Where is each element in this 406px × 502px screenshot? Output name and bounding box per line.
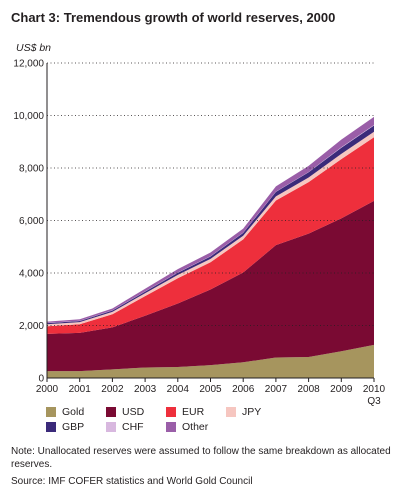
x-tick-label-2002: 2002 <box>101 384 124 395</box>
x-tick-label-2000: 2000 <box>36 384 59 395</box>
x-tick-label-2006: 2006 <box>232 384 255 395</box>
legend-label-eur: EUR <box>182 406 205 418</box>
legend-label-gold: Gold <box>62 406 85 418</box>
legend-item-jpy: JPY <box>226 406 261 418</box>
legend-swatch-gold <box>46 407 56 417</box>
y-tick-label-0: 0 <box>38 374 44 385</box>
x-tick-label-2001: 2001 <box>69 384 92 395</box>
legend-item-gold: Gold <box>46 406 84 418</box>
y-tick-label-2000: 2,000 <box>19 321 44 332</box>
x-tick-label-2010: 2010 <box>363 384 386 395</box>
legend-item-gbp: GBP <box>46 421 84 433</box>
series-area-gold <box>47 344 374 378</box>
legend-label-usd: USD <box>122 406 145 418</box>
x-tick-label-2003: 2003 <box>134 384 157 395</box>
x-tick-label-2004: 2004 <box>167 384 190 395</box>
legend-item-chf: CHF <box>106 421 144 433</box>
x-tick-label-2009: 2009 <box>330 384 353 395</box>
legend-swatch-chf <box>106 422 116 432</box>
y-tick-label-12000: 12,000 <box>13 59 44 70</box>
legend-label-other: Other <box>182 421 209 433</box>
y-tick-label-6000: 6,000 <box>19 216 44 227</box>
chart-note: Note: Unallocated reserves were assumed … <box>11 446 391 470</box>
stacked-area-chart: 0 2,000 4,000 6,000 8,000 10,000 12,000 2000 200… <box>13 59 386 408</box>
legend-swatch-gbp <box>46 422 56 432</box>
x-tick-label-2005: 2005 <box>199 384 222 395</box>
series-area-usd <box>47 200 374 372</box>
legend-label-jpy: JPY <box>242 406 262 418</box>
legend-swatch-other <box>166 422 176 432</box>
x-tick-label-2007: 2007 <box>265 384 288 395</box>
y-tick-label-4000: 4,000 <box>19 269 44 280</box>
chart-source: Source: IMF COFER statistics and World G… <box>11 476 253 487</box>
y-tick-label-8000: 8,000 <box>19 164 44 175</box>
chart-title: Chart 3: Tremendous growth of world rese… <box>11 10 336 25</box>
x-tick-label-2008: 2008 <box>297 384 320 395</box>
legend-item-usd: USD <box>106 406 144 418</box>
legend-item-eur: EUR <box>166 406 204 418</box>
legend-label-gbp: GBP <box>62 421 85 433</box>
x-tick-sublabel-q3: Q3 <box>367 396 381 407</box>
legend-swatch-usd <box>106 407 116 417</box>
y-axis-unit-label: US$ bn <box>16 42 52 54</box>
legend-swatch-jpy <box>226 407 236 417</box>
y-tick-label-10000: 10,000 <box>13 111 44 122</box>
legend-swatch-eur <box>166 407 176 417</box>
legend-item-other: Other <box>166 421 208 433</box>
legend-label-chf: CHF <box>122 421 144 433</box>
